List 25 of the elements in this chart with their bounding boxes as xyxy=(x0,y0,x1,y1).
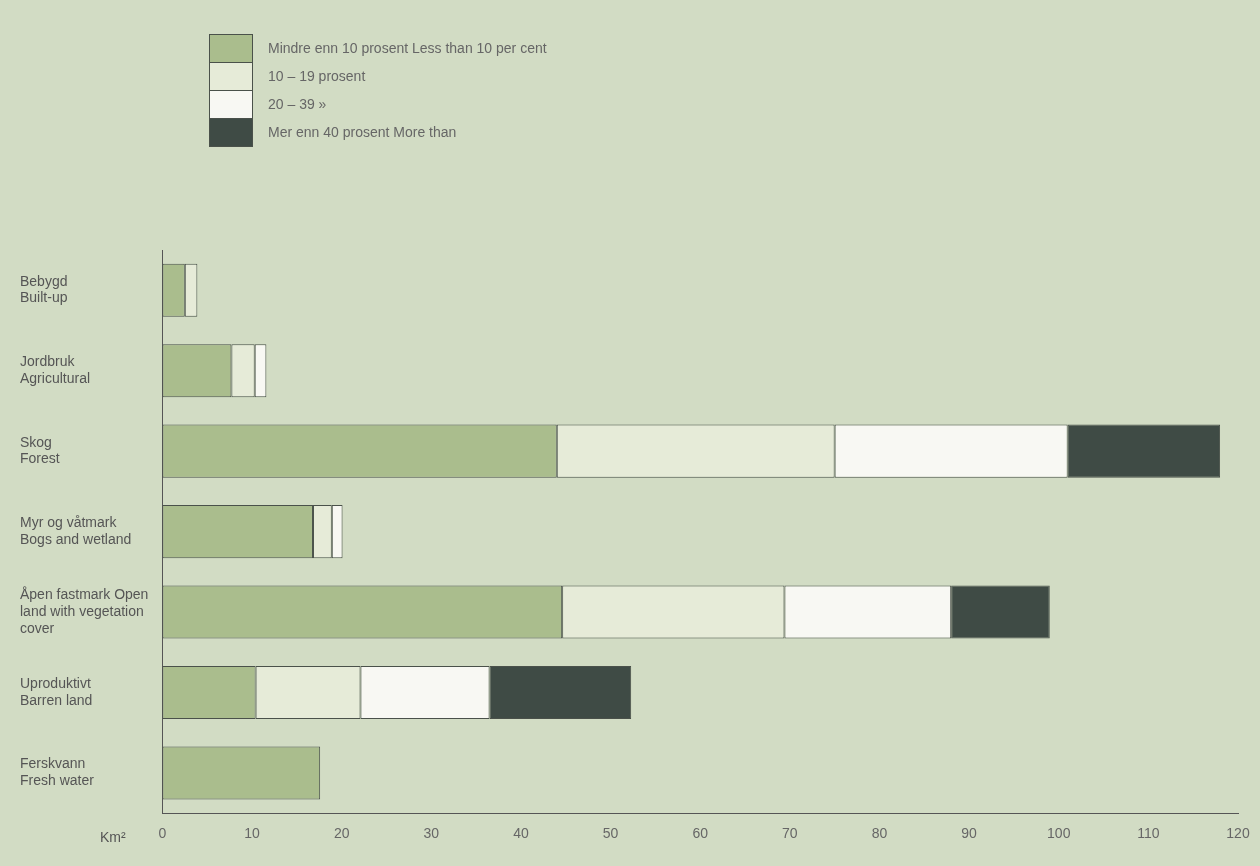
legend-label: 20 – 39 » xyxy=(268,96,327,112)
x-tick-label: 70 xyxy=(782,825,798,842)
x-tick-label: 40 xyxy=(513,825,529,842)
x-tick-label: 20 xyxy=(333,825,350,842)
x-tick-label: 50 xyxy=(602,825,619,842)
x-tick-label: 80 xyxy=(871,825,888,842)
legend-label: Mindre enn 10 prosent Less than 10 per cent xyxy=(268,40,547,56)
y-tick-label: Bebygd Built-up xyxy=(20,272,68,306)
x-tick-label: 110 xyxy=(1137,825,1160,842)
x-tick-label: 30 xyxy=(423,825,440,842)
y-tick-label: Ferskvann Fresh water xyxy=(20,755,95,789)
x-tick-label: 120 xyxy=(1226,825,1250,842)
x-tick-label: 10 xyxy=(244,825,261,842)
x-tick-label: 100 xyxy=(1047,825,1071,842)
x-tick-label: 90 xyxy=(961,825,978,842)
y-tick-label: Jordbruk Agricultural xyxy=(20,353,91,386)
x-axis-title: Km² xyxy=(100,829,126,846)
x-tick-label: 0 xyxy=(158,825,167,842)
legend-label: 10 – 19 prosent xyxy=(268,68,366,84)
legend-label: Mer enn 40 prosent More than xyxy=(268,124,457,140)
y-tick-label: Skog Forest xyxy=(20,433,60,467)
x-tick-label: 60 xyxy=(692,825,709,842)
y-tick-label: Myr og våtmark Bogs and wetland xyxy=(20,514,132,547)
y-tick-label: Uproduktivt Barren land xyxy=(20,674,93,708)
y-tick-label: Åpen fastmark Open land with vegetation cover xyxy=(20,586,149,636)
